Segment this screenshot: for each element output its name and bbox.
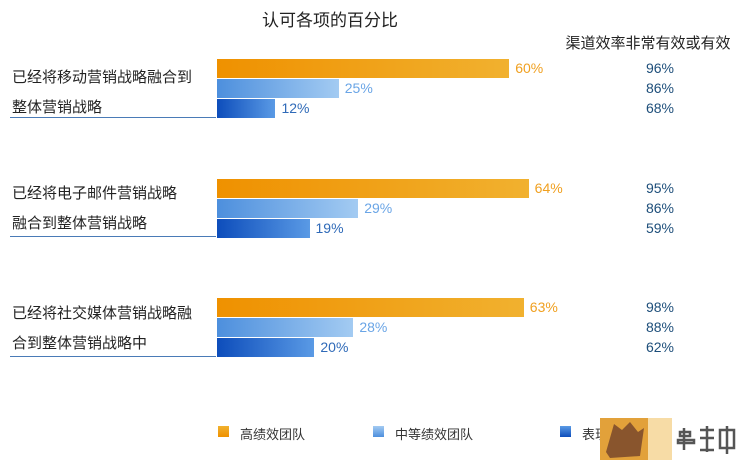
bar-high xyxy=(217,298,524,317)
category-label: 已经将移动营销战略融合到 整体营销战略 xyxy=(12,63,212,123)
category-label-line: 整体营销战略 xyxy=(12,99,103,116)
bar-value-label: 29% xyxy=(364,200,393,216)
category-underline xyxy=(10,236,216,237)
bar-mid xyxy=(217,318,354,337)
bar-value-label: 12% xyxy=(281,100,310,116)
bar-value-label: 25% xyxy=(344,80,373,96)
legend-label: 中等绩效团队 xyxy=(395,427,474,442)
category-label: 已经将社交媒体营销战略融 合到整体营销战略中 xyxy=(12,299,212,359)
bar-value-label: 63% xyxy=(529,299,558,315)
channel-efficiency-value: 86% xyxy=(645,80,675,96)
bar-value-label: 19% xyxy=(315,220,344,236)
category-label: 已经将电子邮件营销战略 融合到整体营销战略 xyxy=(12,179,212,239)
bar-value-label: 20% xyxy=(320,339,349,355)
channel-efficiency-value: 96% xyxy=(645,60,675,76)
bar-low xyxy=(217,219,310,238)
legend-swatch xyxy=(373,426,384,437)
bar-mid xyxy=(217,79,339,98)
channel-efficiency-value: 88% xyxy=(645,319,675,335)
channel-efficiency-value: 98% xyxy=(645,299,675,315)
legend-label: 高绩效团队 xyxy=(240,427,306,442)
bar-value-label: 28% xyxy=(359,319,388,335)
bar-low xyxy=(217,338,315,357)
channel-efficiency-value: 68% xyxy=(645,100,675,116)
category-underline xyxy=(10,117,216,118)
bar-value-label: 60% xyxy=(515,60,544,76)
category-label-line: 融合到整体营销战略 xyxy=(12,215,148,232)
channel-efficiency-value: 62% xyxy=(645,339,675,355)
legend-swatch xyxy=(560,426,571,437)
bar-high xyxy=(217,59,510,78)
bar-high xyxy=(217,179,529,198)
channel-efficiency-value: 59% xyxy=(645,220,675,236)
category-underline xyxy=(10,356,216,357)
category-label-line: 已经将社交媒体营销战略融 xyxy=(12,305,193,322)
legend-swatch xyxy=(218,426,229,437)
bar-mid xyxy=(217,199,359,218)
category-label-line: 合到整体营销战略中 xyxy=(12,335,148,352)
chart-title: 认可各项的百分比 xyxy=(262,11,398,30)
bar-value-label: 64% xyxy=(534,180,563,196)
category-label-line: 已经将移动营销战略融合到 xyxy=(12,69,193,86)
channel-efficiency-header: 渠道效率非常有效或有效 xyxy=(565,35,731,52)
category-label-line: 已经将电子邮件营销战略 xyxy=(12,185,178,202)
channel-efficiency-value: 86% xyxy=(645,200,675,216)
watermark-logo xyxy=(600,418,736,460)
channel-efficiency-value: 95% xyxy=(645,180,675,196)
bar-low xyxy=(217,99,276,118)
